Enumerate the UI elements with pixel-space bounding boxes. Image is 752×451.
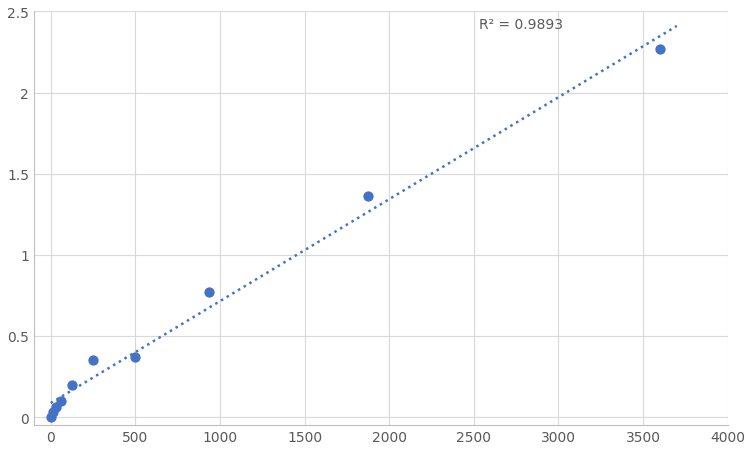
Point — [653, 46, 666, 53]
Point — [203, 289, 215, 296]
Point — [47, 409, 59, 416]
Text: R² = 0.9893: R² = 0.9893 — [479, 18, 562, 32]
Point — [56, 397, 68, 405]
Point — [50, 404, 62, 411]
Point — [362, 193, 374, 201]
Point — [87, 357, 99, 364]
Point — [44, 414, 56, 421]
Point — [129, 354, 141, 361]
Point — [66, 381, 78, 388]
